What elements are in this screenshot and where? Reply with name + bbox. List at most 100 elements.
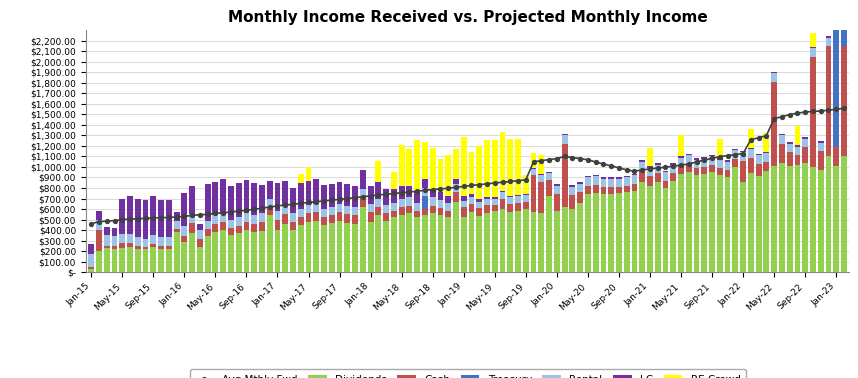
Avg Mthly Fwd [133, 217, 143, 221]
Bar [244, 230, 250, 272]
Bar [570, 185, 575, 187]
Bar [492, 205, 498, 211]
Bar [717, 158, 722, 160]
Bar [166, 249, 172, 272]
Bar [150, 247, 156, 272]
Bar [810, 57, 816, 167]
Bar [190, 233, 195, 272]
Bar [733, 149, 738, 150]
Bar [577, 203, 583, 272]
Bar [841, 46, 847, 156]
Bar [530, 169, 536, 175]
Bar [585, 186, 591, 194]
Bar [453, 149, 459, 178]
Bar [453, 202, 459, 272]
Bar [795, 127, 801, 146]
Bar [166, 237, 172, 246]
Bar [701, 174, 707, 272]
Bar [733, 158, 738, 167]
Bar [407, 213, 413, 272]
Bar [647, 186, 653, 272]
Bar [104, 235, 110, 246]
Bar [127, 197, 133, 234]
Bar [135, 249, 141, 272]
Bar [748, 158, 754, 173]
Bar [740, 151, 746, 152]
Bar [554, 184, 559, 186]
Bar [787, 166, 793, 272]
Bar [593, 185, 599, 193]
Bar [228, 228, 234, 235]
Bar [554, 211, 559, 272]
Bar [756, 164, 762, 177]
Bar [818, 151, 824, 170]
Bar [530, 175, 536, 212]
Bar [197, 224, 202, 230]
Bar [779, 135, 785, 144]
Bar [336, 221, 342, 272]
Bar [585, 176, 591, 178]
Bar [624, 192, 630, 272]
Bar [547, 173, 552, 180]
Bar [764, 152, 770, 153]
Bar [119, 198, 125, 234]
Bar [748, 173, 754, 272]
Bar [608, 194, 614, 272]
Bar [570, 195, 575, 209]
Bar [662, 188, 668, 272]
Bar [305, 222, 311, 272]
Bar [336, 204, 342, 212]
Bar [710, 172, 715, 272]
Bar [344, 184, 350, 206]
Bar [787, 144, 793, 152]
Bar [523, 209, 529, 272]
Bar [282, 214, 288, 224]
Bar [795, 147, 801, 155]
Bar [135, 198, 141, 237]
Bar [733, 150, 738, 158]
Bar [290, 222, 296, 230]
Bar [259, 185, 265, 213]
Bar [787, 142, 793, 144]
Bar [678, 156, 684, 158]
Bar [825, 156, 831, 272]
Bar [717, 139, 722, 158]
Bar [119, 248, 125, 272]
Bar [779, 134, 785, 135]
Bar [539, 213, 544, 272]
Bar [616, 178, 622, 187]
Bar [476, 146, 482, 199]
Bar [841, 156, 847, 272]
Bar [476, 208, 482, 217]
Bar [670, 173, 676, 181]
Bar [655, 165, 661, 173]
Bar [298, 217, 304, 225]
Avg Mthly Fwd [148, 216, 159, 220]
Bar [267, 207, 273, 215]
Bar [601, 187, 607, 194]
Bar [670, 181, 676, 272]
Bar [647, 166, 653, 168]
Bar [492, 197, 498, 198]
Bar [468, 152, 474, 194]
Bar [127, 247, 133, 272]
Bar [221, 213, 226, 222]
Bar [678, 158, 684, 166]
Bar [407, 186, 413, 197]
Bar [407, 206, 413, 213]
Bar [190, 223, 195, 233]
Bar [88, 269, 94, 272]
Bar [484, 198, 490, 205]
Bar [213, 232, 218, 272]
Bar [142, 200, 148, 239]
Bar [197, 230, 202, 239]
Bar [616, 177, 622, 178]
Bar [678, 174, 684, 272]
Bar [562, 144, 567, 207]
Bar [693, 160, 699, 168]
Bar [305, 181, 311, 205]
Bar [616, 193, 622, 272]
Bar [461, 201, 467, 207]
Bar [639, 162, 645, 170]
Bar [701, 167, 707, 174]
